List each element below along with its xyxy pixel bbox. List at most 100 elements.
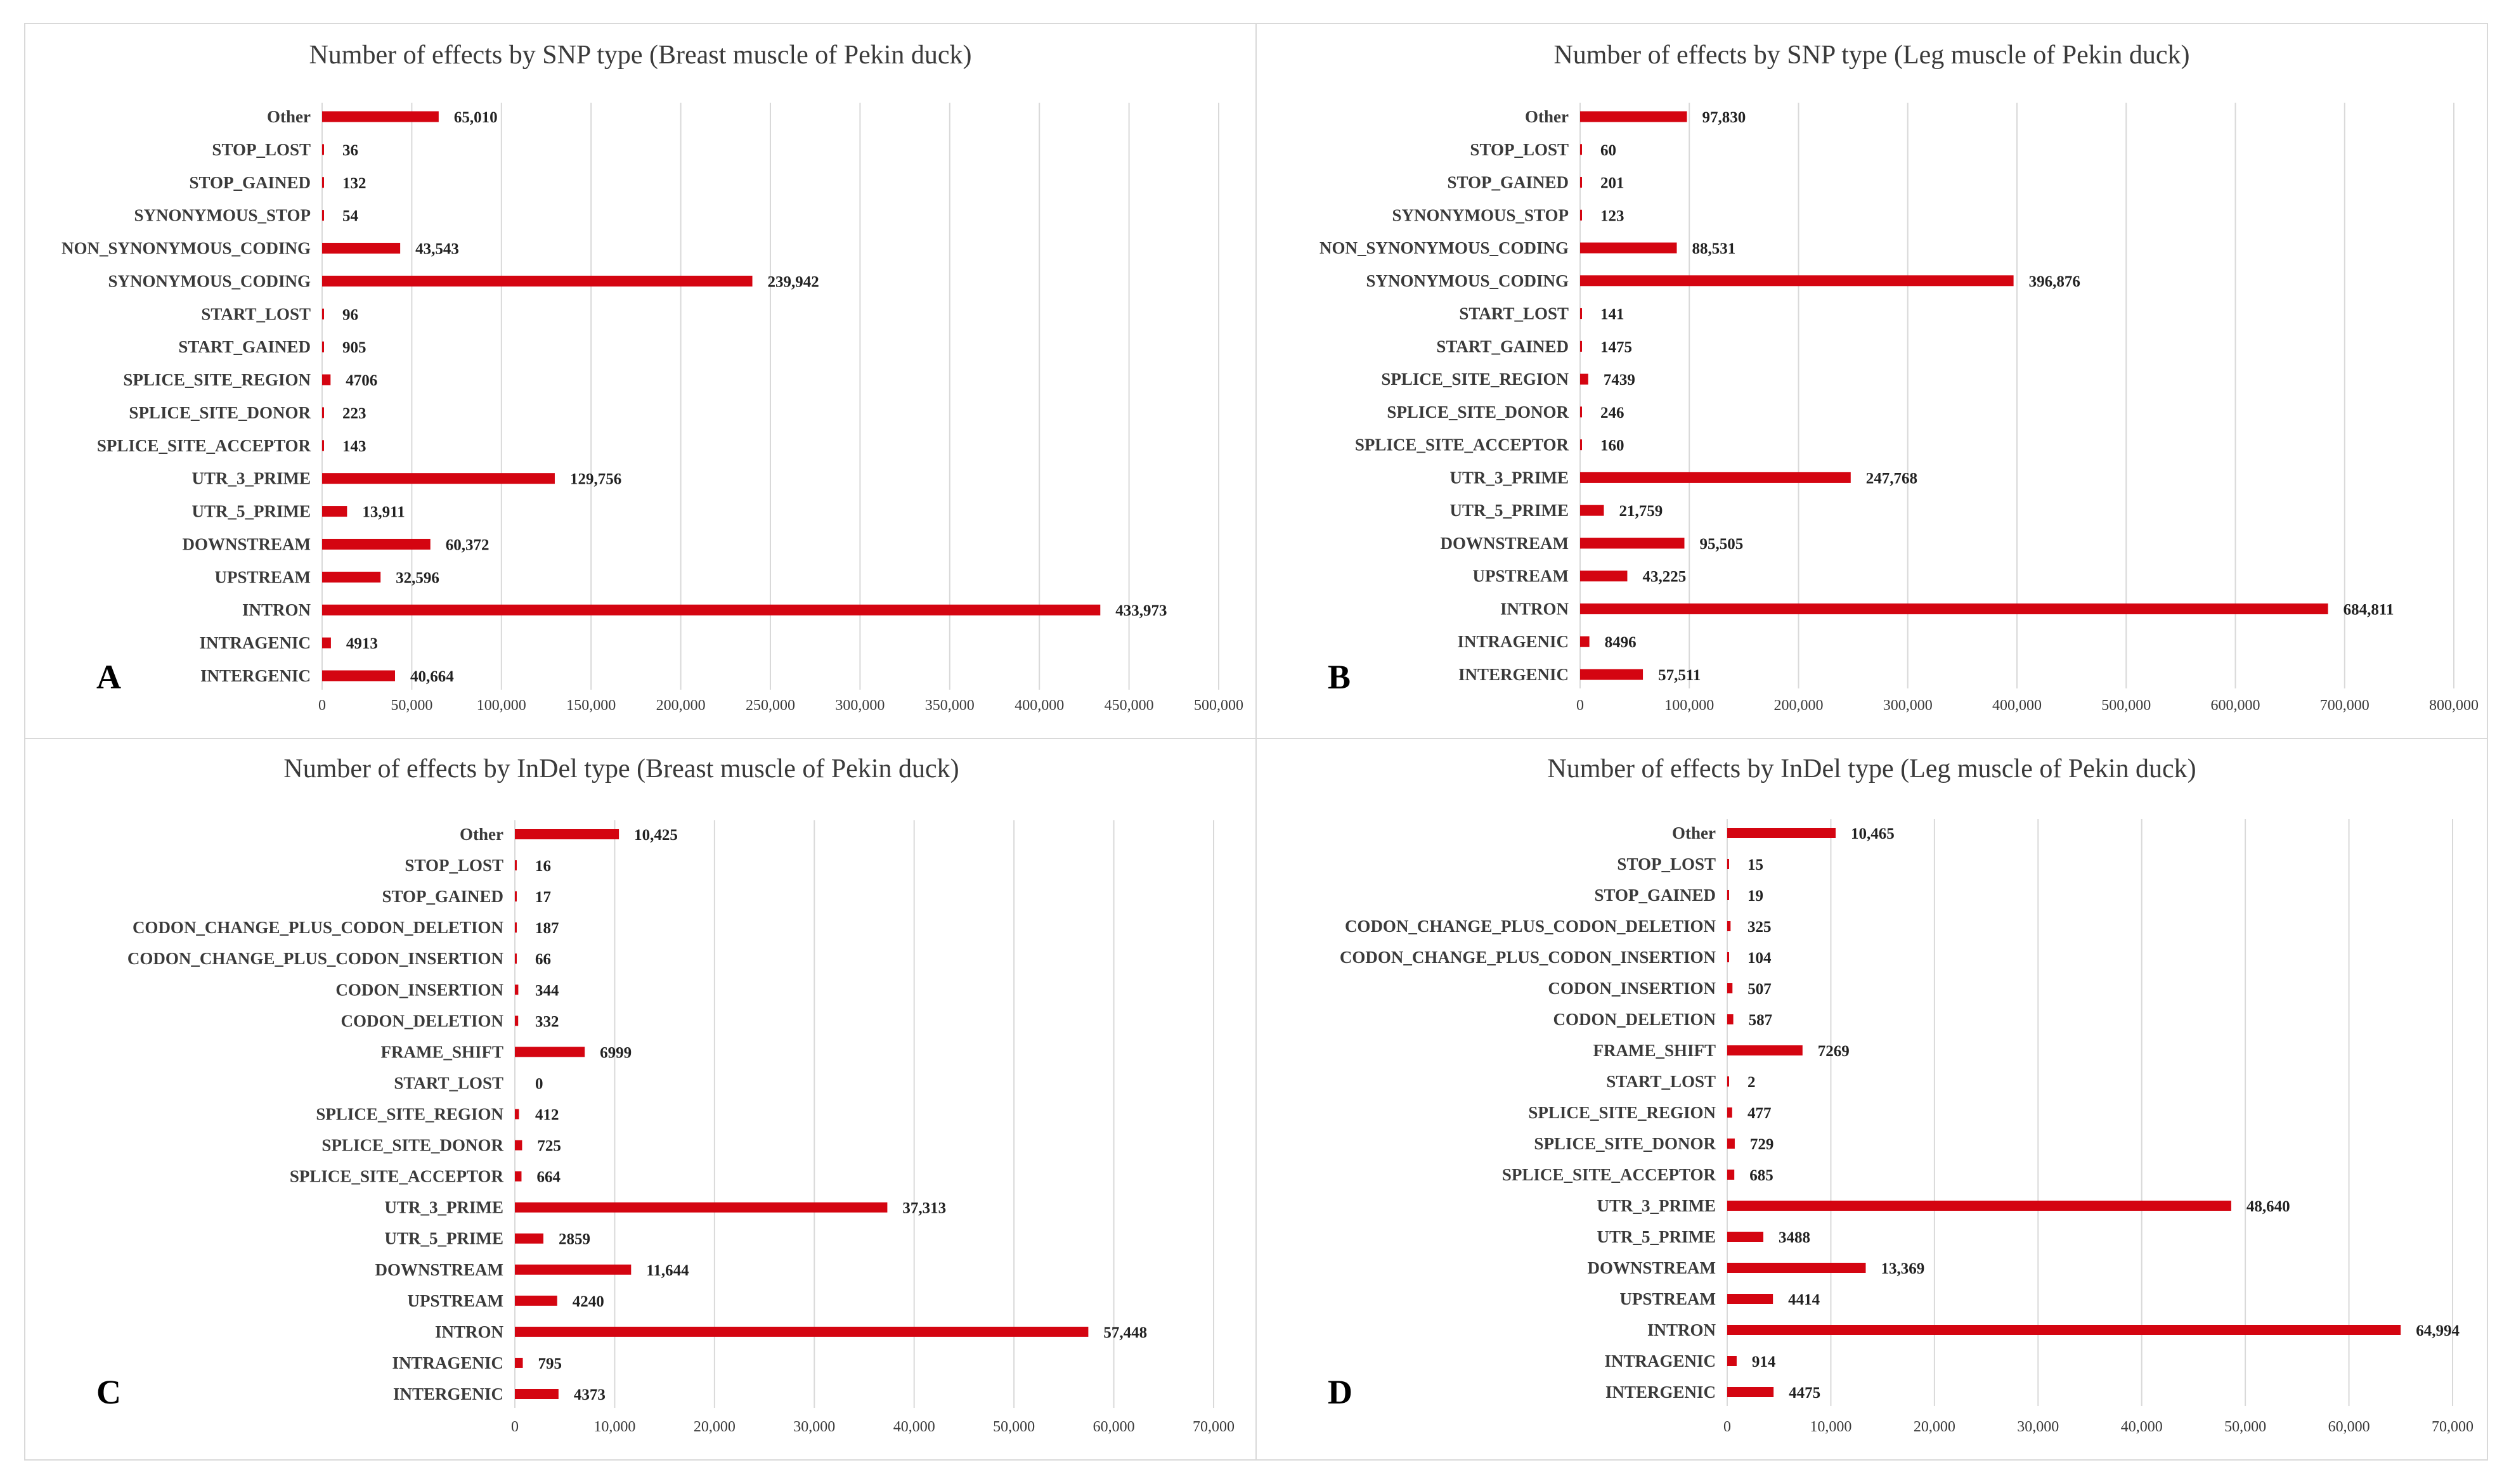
data-label: 7439 [1604, 371, 1635, 389]
category-label: UTR_5_PRIME [192, 502, 311, 521]
data-label: 4475 [1789, 1384, 1820, 1402]
bar [322, 308, 324, 319]
bar [1727, 921, 1731, 931]
x-tick-label: 40,000 [893, 1419, 935, 1435]
category-label: START_LOST [1606, 1072, 1716, 1091]
bar [1727, 1076, 1729, 1087]
bar [1580, 406, 1582, 418]
data-label: 4706 [346, 372, 377, 389]
data-label: 477 [1747, 1105, 1772, 1122]
bar [322, 538, 431, 550]
category-label: UTR_3_PRIME [1597, 1196, 1716, 1215]
x-tick-label: 0 [511, 1419, 519, 1435]
data-label: 65,010 [454, 109, 498, 126]
bar [1727, 1139, 1735, 1149]
chart-title: Number of effects by SNP type (Breast mu… [309, 41, 971, 70]
data-label: 15 [1747, 856, 1763, 874]
category-label: NON_SYNONYMOUS_CODING [62, 239, 311, 258]
x-tick-label: 600,000 [2211, 697, 2260, 714]
x-tick-label: 50,000 [993, 1419, 1035, 1435]
bar [322, 604, 1101, 616]
category-label: UTR_3_PRIME [192, 469, 311, 488]
data-label: 412 [535, 1107, 559, 1124]
bar [515, 829, 619, 839]
bar [1580, 373, 1588, 385]
data-label: 37,313 [902, 1200, 946, 1217]
category-label: STOP_GAINED [382, 887, 503, 906]
x-tick-label: 100,000 [477, 697, 526, 714]
bar [515, 1171, 522, 1182]
x-tick-label: 500,000 [1194, 697, 1243, 714]
data-label: 36 [342, 142, 358, 159]
data-label: 95,505 [1700, 536, 1744, 553]
data-label: 344 [535, 982, 559, 999]
data-label: 32,596 [396, 569, 439, 586]
chart-title: Number of effects by InDel type (Leg mus… [1547, 754, 2196, 784]
data-label: 57,448 [1103, 1324, 1147, 1341]
category-label: STOP_LOST [1470, 140, 1569, 159]
category-label: FRAME_SHIFT [1593, 1041, 1716, 1060]
category-label: DOWNSTREAM [1440, 534, 1569, 553]
bar [1727, 1107, 1732, 1118]
category-label: INTERGENIC [393, 1384, 503, 1403]
data-label: 507 [1747, 981, 1772, 998]
bar [515, 1357, 523, 1368]
bar [515, 1202, 888, 1213]
x-tick-label: 30,000 [2017, 1419, 2059, 1435]
category-label: START_LOST [394, 1073, 503, 1092]
bar [515, 984, 519, 995]
data-label: 104 [1747, 950, 1772, 967]
data-label: 96 [342, 306, 358, 323]
bar [1580, 177, 1582, 188]
bar [322, 210, 324, 221]
data-label: 685 [1749, 1167, 1773, 1184]
data-label: 143 [342, 438, 366, 455]
category-label: START_GAINED [178, 337, 311, 356]
bar [1580, 242, 1677, 254]
x-tick-label: 60,000 [2328, 1419, 2370, 1435]
panel-c: 0 10,000 20,000 30,000 40,000 50,000 60,000 70,… [24, 738, 1257, 1461]
category-label: SPLICE_SITE_ACCEPTOR [1355, 436, 1569, 455]
category-label: CODON_CHANGE_PLUS_CODON_DELETION [133, 918, 504, 937]
category-label: SPLICE_SITE_ACCEPTOR [1502, 1165, 1716, 1184]
bar [1580, 111, 1687, 122]
data-label: 2 [1747, 1074, 1756, 1091]
x-tick-label: 10,000 [593, 1419, 635, 1435]
bar [1580, 669, 1643, 680]
bar [1580, 472, 1851, 483]
x-tick-label: 60,000 [1093, 1419, 1135, 1435]
bar [515, 860, 517, 871]
category-label: INTERGENIC [1458, 665, 1569, 684]
category-label: CODON_INSERTION [335, 980, 503, 999]
x-tick-label: 300,000 [1883, 697, 1933, 714]
bar [322, 637, 331, 648]
bar [1580, 144, 1582, 155]
category-label: UPSTREAM [407, 1291, 503, 1310]
bar [515, 1295, 557, 1306]
panel-b: 0 100,000 200,000 300,000 400,000 500,000 600,… [1255, 23, 2488, 739]
bar [322, 243, 401, 254]
x-tick-label: 800,000 [2429, 697, 2479, 714]
category-label: STOP_GAINED [1447, 173, 1569, 192]
category-label: CODON_CHANGE_PLUS_CODON_INSERTION [1340, 948, 1716, 967]
bar [515, 1389, 559, 1399]
bar [1580, 439, 1582, 451]
category-label: CODON_DELETION [340, 1011, 503, 1030]
bar [1727, 859, 1729, 869]
data-label: 129,756 [570, 471, 621, 488]
category-label: DOWNSTREAM [375, 1260, 503, 1279]
bar [322, 571, 381, 583]
category-label: INTRON [435, 1322, 504, 1341]
x-tick-label: 70,000 [1193, 1419, 1235, 1435]
category-label: UTR_5_PRIME [385, 1229, 504, 1248]
bar [515, 1233, 544, 1244]
category-label: SPLICE_SITE_ACCEPTOR [290, 1167, 504, 1186]
bar [515, 1326, 1089, 1337]
panel-letter: D [1328, 1373, 1352, 1411]
data-label: 4240 [573, 1293, 604, 1310]
data-label: 725 [537, 1138, 561, 1155]
x-tick-label: 350,000 [925, 697, 975, 714]
bar [1727, 1014, 1734, 1024]
category-label: SYNONYMOUS_CODING [108, 271, 311, 290]
x-tick-label: 20,000 [694, 1419, 736, 1435]
